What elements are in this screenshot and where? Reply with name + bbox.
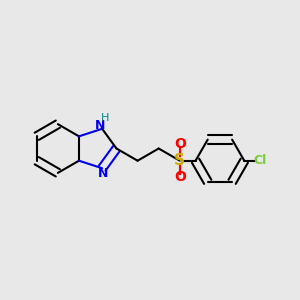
Text: Cl: Cl (253, 154, 266, 167)
Text: O: O (174, 137, 186, 152)
Text: N: N (98, 167, 109, 180)
Text: N: N (94, 119, 105, 132)
Text: O: O (174, 170, 186, 184)
Text: H: H (101, 113, 109, 123)
Text: S: S (174, 153, 185, 168)
